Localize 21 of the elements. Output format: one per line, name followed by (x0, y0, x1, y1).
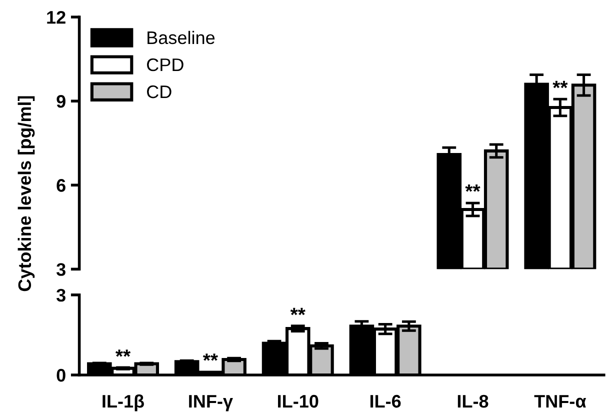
y-tick-label: 12 (47, 10, 66, 24)
y-tick-label: 0 (56, 368, 66, 382)
y-tick-label: 3 (56, 263, 66, 276)
annotation: ** (290, 308, 306, 316)
legend-label: CD (147, 85, 172, 98)
annotation: ** (116, 350, 131, 357)
y-axis-title: Cytokine levels [pg/ml] (18, 96, 35, 292)
y-tick-label: 6 (56, 179, 66, 192)
x-tick-label: TNF-α (534, 395, 586, 408)
y-tick-label: 9 (56, 95, 66, 108)
annotation: ** (465, 184, 480, 192)
x-tick-label: IL-10 (278, 394, 318, 408)
legend-label: Baseline (148, 30, 215, 44)
x-tick-label: IL-8 (458, 394, 488, 408)
annotation: ** (202, 354, 218, 361)
x-tick-label: INF-γ (189, 395, 233, 412)
annotation: ** (552, 80, 568, 88)
x-tick-label: IL-6 (370, 394, 401, 408)
x-tick-label: IL-1β (102, 394, 144, 412)
y-tick-label: 3 (56, 288, 66, 302)
legend-label: CPD (147, 58, 184, 72)
